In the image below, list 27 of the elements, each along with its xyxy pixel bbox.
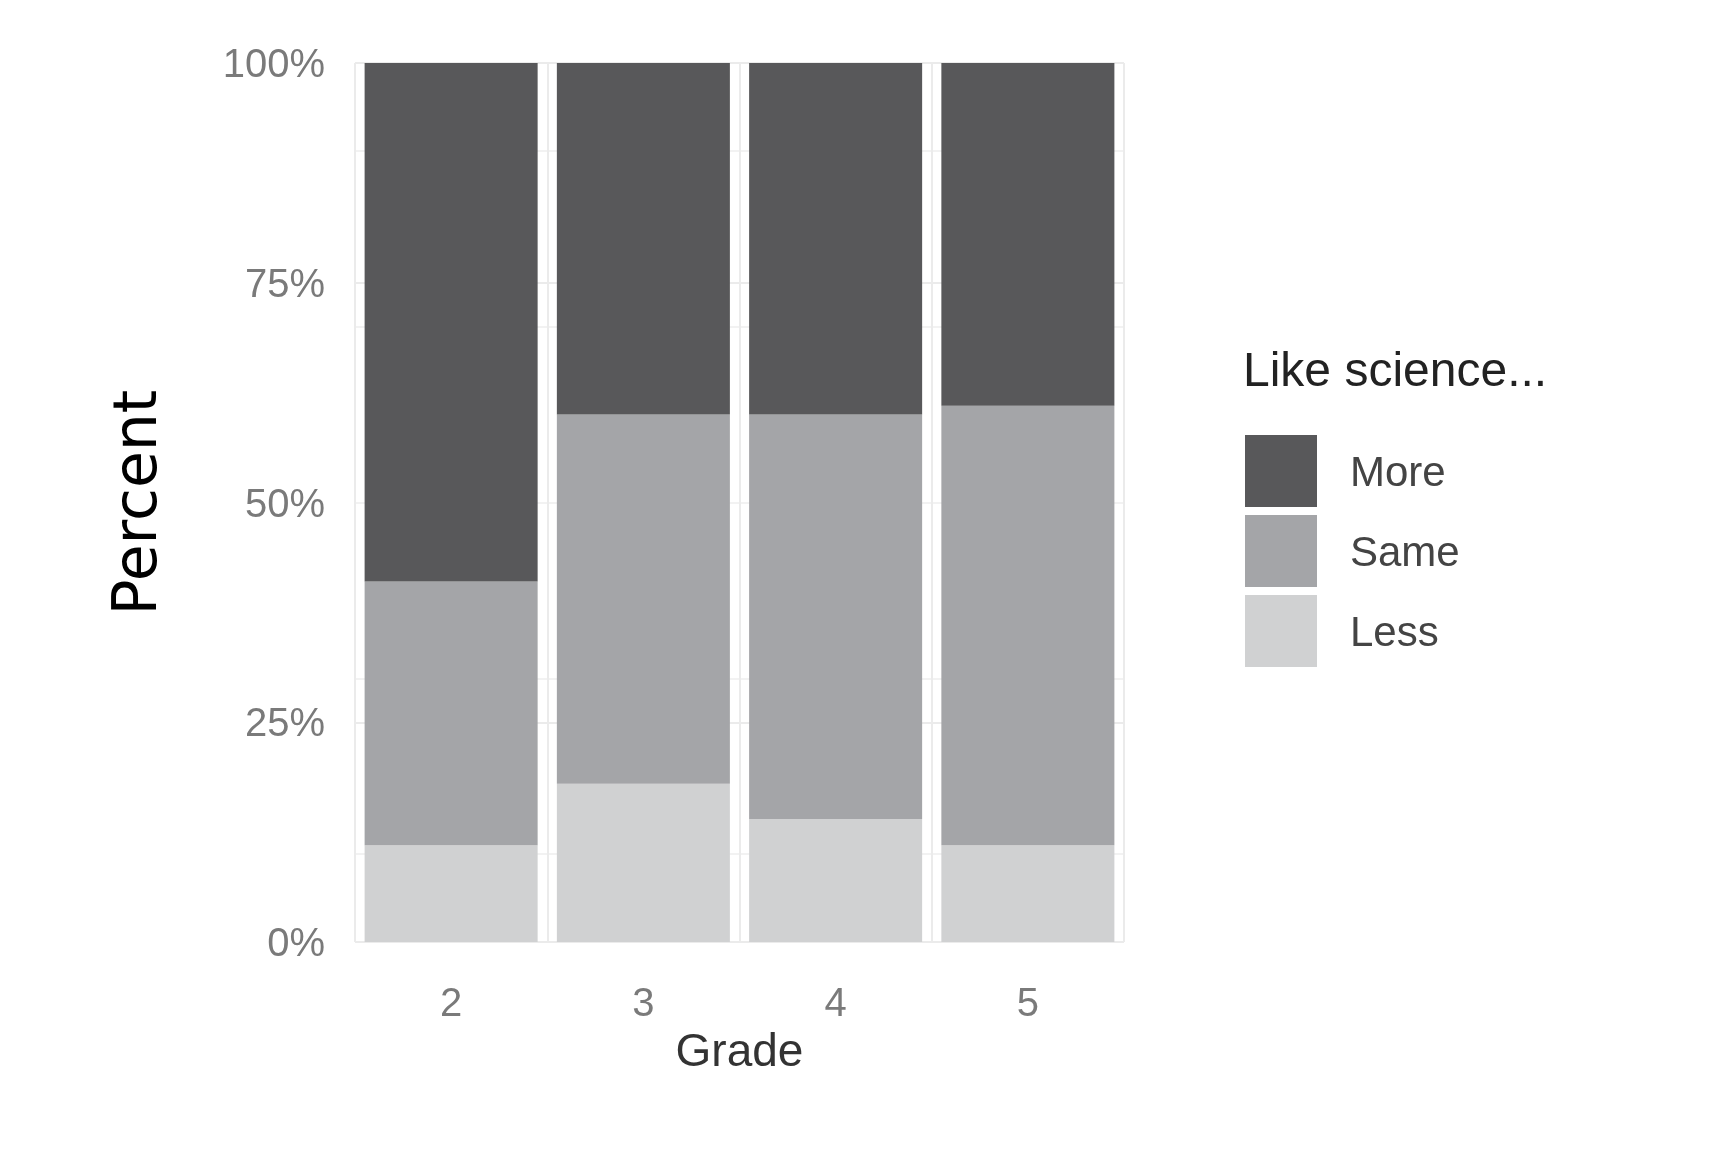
y-tick-label: 50% <box>244 480 325 525</box>
bar <box>749 818 923 942</box>
bar <box>556 414 730 784</box>
y-tick-label: 75% <box>244 260 325 305</box>
bar <box>749 63 923 415</box>
bar <box>556 783 730 942</box>
bar <box>364 581 538 846</box>
bar <box>364 845 538 942</box>
y-tick-label: 0% <box>267 920 325 964</box>
legend-title: Like science... <box>1243 342 1548 396</box>
bar <box>556 63 730 415</box>
x-axis-title: Grade <box>675 1023 804 1076</box>
x-tick-label: 3 <box>632 980 655 1024</box>
bar <box>941 845 1115 942</box>
legend-label: Same <box>1350 527 1460 575</box>
y-tick-label: 100% <box>222 41 325 85</box>
legend-label: Less <box>1350 607 1439 655</box>
bar <box>749 414 923 819</box>
y-tick-label: 25% <box>244 700 325 745</box>
x-tick-label: 2 <box>440 980 463 1024</box>
y-axis-title: Percent <box>100 389 170 616</box>
x-tick-label: 4 <box>824 980 847 1024</box>
legend-label: More <box>1350 447 1446 495</box>
bar <box>941 405 1115 846</box>
bar <box>941 63 1115 406</box>
bar <box>364 63 538 582</box>
x-tick-label: 5 <box>1016 980 1039 1024</box>
